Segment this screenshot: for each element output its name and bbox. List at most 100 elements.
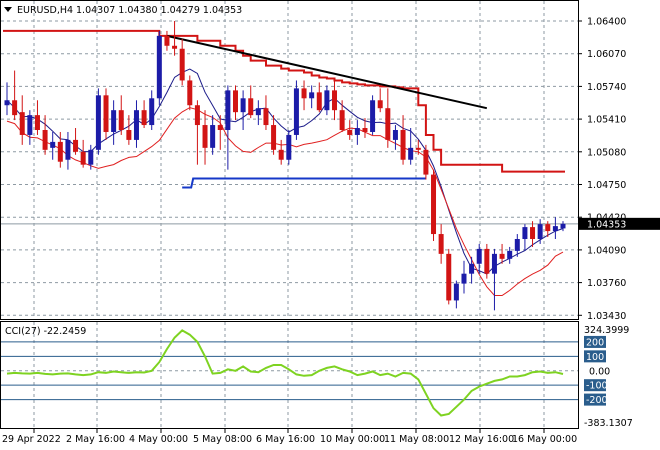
candle-body [73,139,79,152]
time-tick-label: 4 May 00:00 [129,434,188,445]
lower-envelope-line [182,177,426,189]
candle-body [522,227,528,239]
price-tick-label: 1.06070 [587,49,626,60]
candle-body [133,110,139,140]
time-tick-label: 29 Apr 2022 [2,434,61,445]
candle-body [293,88,299,135]
candle-body [530,227,536,239]
candle-body [271,125,277,150]
cci-level-label: 0.00 [589,366,610,377]
candle-body [232,90,238,113]
candle-body [225,90,231,130]
time-tick-label: 2 May 16:00 [66,434,125,445]
price-tick-label: 1.03430 [587,311,626,322]
candle-body [552,226,558,232]
candle-body [431,174,437,235]
candle-body [240,98,246,113]
candle-body [263,108,269,126]
candle-body [385,108,391,140]
candle-body [210,125,216,148]
candle-body [19,112,25,135]
cci-line [6,329,564,417]
cci-panel-frame [0,321,579,429]
candle-body [446,253,452,301]
candle-body [156,35,162,99]
price-tick-label: 1.05410 [587,115,626,126]
candle-body [50,141,56,148]
cci-level-box [584,393,606,406]
current-price-label: 1.04353 [587,219,626,230]
candle-body [415,147,421,150]
time-tick-label: 5 May 08:00 [193,434,252,445]
candle-body [149,98,155,126]
candle-body [545,224,551,232]
candle-body [362,128,368,132]
candle-body [324,90,330,111]
candle-body [12,100,18,116]
time-tick-label: 16 May 00:00 [512,434,577,445]
price-tick-label: 1.05080 [587,147,626,158]
upper-envelope-line [2,29,565,173]
cci-min-label: -383.1307 [584,418,633,429]
candle-body [400,130,406,160]
candle-body [95,95,101,150]
candle-body [111,110,117,132]
candle-body [491,253,497,274]
candle-body [499,253,505,259]
candle-body [514,239,520,251]
candle-body [332,90,338,111]
candle-body [461,273,467,284]
cci-label: CCI(27) -22.2459 [5,326,86,337]
time-tick-label: 12 May 16:00 [449,434,514,445]
candle-body [27,115,33,135]
candle-body [4,100,10,106]
lower-band-line [6,107,564,296]
candle-body [248,98,254,116]
cci-axis: 200 100 0.00 -100 -200 [584,335,610,406]
candle-body [80,151,86,165]
candle-body [217,125,223,130]
cci-level-label: 100 [586,352,604,363]
candlestick-series [4,21,566,311]
dropdown-triangle-icon[interactable] [4,7,12,12]
cci-level-box [584,335,606,348]
candle-body [408,147,414,160]
price-tick-label: 1.04090 [587,245,626,256]
cci-level-box [584,379,606,392]
candle-body [560,223,566,229]
candle-body [34,115,40,130]
candle-body [194,105,200,126]
time-tick-label: 6 May 16:00 [256,434,315,445]
candle-body [88,149,94,165]
candle-body [392,130,398,140]
candle-body [507,250,513,259]
price-axis: 1.06400 1.06070 1.05740 1.05410 1.05080 1.047… [578,17,660,322]
cci-level-label: -200 [586,395,608,406]
candle-body [354,128,360,135]
trendline [166,34,488,110]
candle-body [42,130,48,150]
candle-body [141,110,147,126]
price-grid [1,1,578,428]
candle-body [309,92,315,99]
candle-body [377,100,383,109]
candle-body [126,130,132,140]
candle-body [202,125,208,148]
candle-body [476,248,482,264]
time-axis: 29 Apr 2022 2 May 16:00 4 May 00:00 5 May 0… [2,428,577,445]
price-tick-label: 1.06400 [587,17,626,28]
price-panel-frame [0,0,579,320]
candle-body [347,130,353,135]
candle-body [484,248,490,274]
time-tick-label: 11 May 08:00 [384,434,449,445]
candle-body [179,48,185,81]
candle-body [537,224,543,239]
candle-body [438,234,444,254]
current-price-box [579,217,660,230]
cci-level-box [584,350,606,363]
candle-body [316,92,322,111]
candle-body [339,110,345,130]
candle-body [278,149,284,160]
ohlc-readout: 1.04307 1.04380 1.04279 1.04353 [76,5,242,16]
